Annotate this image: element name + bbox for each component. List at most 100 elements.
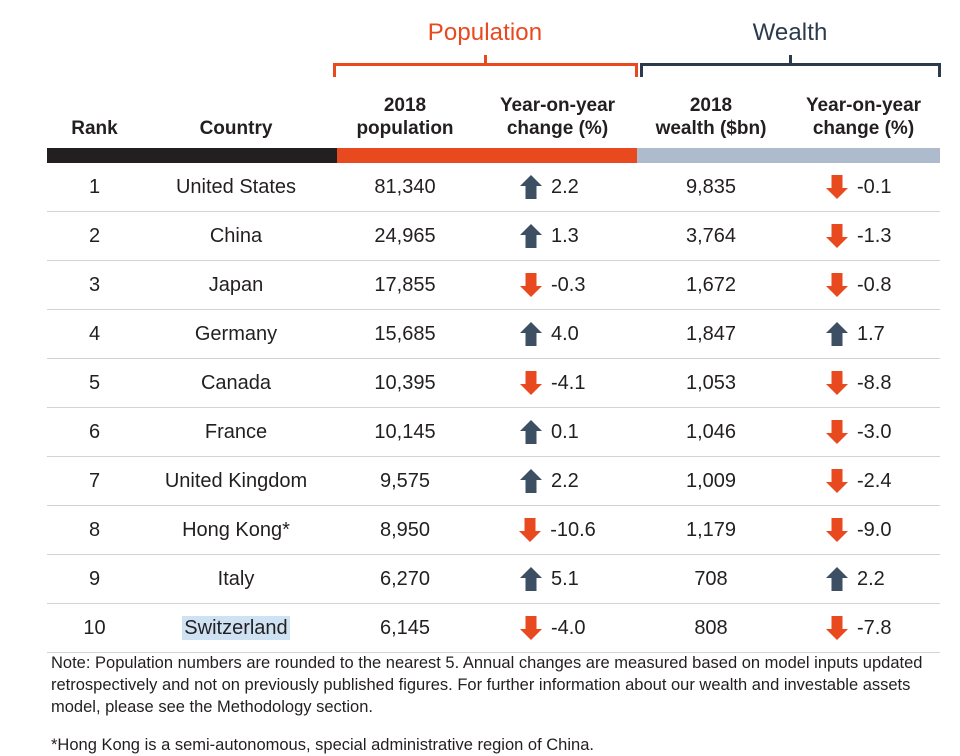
column-header-wealth-change: Year-on-year change (%) [787,94,940,142]
change-indicator-wealth: -9.0 [787,518,940,542]
table-row[interactable]: 9 Italy 6,270 5.1 708 2.2 [47,555,940,604]
change-value-wealth: -7.8 [857,617,892,639]
table-row[interactable]: 4 Germany 15,685 4.0 1,847 1.7 [47,310,940,359]
change-value-wealth: 1.7 [857,323,885,345]
table-row[interactable]: 3 Japan 17,855 -0.3 1,672 -0.8 [47,261,940,310]
cell-wealth-change: -0.1 [787,175,940,199]
arrow-up-icon [520,469,542,493]
column-header-country-line1: Country [199,118,273,139]
change-value-population: 1.3 [551,225,579,247]
change-indicator-wealth: -7.8 [787,616,940,640]
cell-population-change: 0.1 [480,420,635,444]
cell-population: 10,145 [374,421,436,443]
column-header-rank-line1: Rank [71,118,118,139]
cell-population: 8,950 [379,519,431,541]
cell-wealth: 808 [694,617,728,639]
change-value-wealth: -9.0 [857,519,892,541]
change-value-population: 2.2 [551,470,579,492]
bracket-tick-population [484,55,487,64]
cell-wealth: 1,046 [685,421,737,443]
cell-population: 6,270 [379,568,431,590]
table-row[interactable]: 1 United States 81,340 2.2 9,835 -0.1 [47,163,940,212]
cell-population-change: 5.1 [480,567,635,591]
change-value-population: 5.1 [551,568,579,590]
change-indicator-population: 0.1 [480,420,635,444]
arrow-down-icon [826,371,848,395]
column-header-population-change-line1: Year-on-year [499,95,616,116]
change-indicator-population: 2.2 [480,175,635,199]
arrow-down-icon [826,616,848,640]
cell-population-change: 2.2 [480,175,635,199]
color-bar-segment-population [337,148,637,163]
bracket-tick-wealth [789,55,792,64]
cell-rank: 4 [88,323,101,345]
cell-rank: 8 [88,519,101,541]
cell-country: China [142,224,330,248]
cell-population: 15,685 [374,323,436,345]
country-name: United States [175,176,297,198]
cell-wealth-change: -7.8 [787,616,940,640]
change-indicator-wealth: 1.7 [787,322,940,346]
table-row[interactable]: 8 Hong Kong* 8,950 -10.6 1,179 -9.0 [47,506,940,555]
arrow-up-icon [520,224,542,248]
change-indicator-wealth: -1.3 [787,224,940,248]
cell-rank: 6 [88,421,101,443]
table-row[interactable]: 6 France 10,145 0.1 1,046 -3.0 [47,408,940,457]
cell-wealth: 3,764 [685,225,737,247]
cell-population-change: 4.0 [480,322,635,346]
column-header-population-change: Year-on-year change (%) [480,94,635,142]
cell-population-change: -4.1 [480,371,635,395]
cell-wealth-change: -9.0 [787,518,940,542]
column-header-country: Country [142,117,330,142]
cell-country: Hong Kong* [142,518,330,542]
group-header-labels: Population Wealth [0,17,960,49]
change-indicator-wealth: -3.0 [787,420,940,444]
table-row[interactable]: 7 United Kingdom 9,575 2.2 1,009 -2.4 [47,457,940,506]
column-header-wealth-change-line1: Year-on-year [805,95,922,116]
change-value-wealth: -3.0 [857,421,892,443]
column-header-rank: Rank [47,117,142,142]
table-row[interactable]: 2 China 24,965 1.3 3,764 -1.3 [47,212,940,261]
arrow-down-icon [826,518,848,542]
column-header-wealth: 2018 wealth ($bn) [635,94,787,142]
column-header-population-line2: population [356,118,454,139]
change-indicator-population: 5.1 [480,567,635,591]
cell-country: Japan [142,273,330,297]
cell-population-change: 1.3 [480,224,635,248]
cell-population: 81,340 [374,176,436,198]
cell-country: Italy [142,567,330,591]
cell-wealth-change: 1.7 [787,322,940,346]
cell-wealth-change: -3.0 [787,420,940,444]
group-label-wealth: Wealth [752,19,828,46]
change-value-wealth: -2.4 [857,470,892,492]
country-name: Canada [200,372,272,394]
table-row[interactable]: 10 Switzerland 6,145 -4.0 808 -7.8 [47,604,940,653]
change-value-wealth: -0.1 [857,176,892,198]
cell-rank: 1 [88,176,101,198]
arrow-up-icon [826,567,848,591]
change-value-population: -4.1 [551,372,586,394]
arrow-up-icon [520,175,542,199]
bracket-population [333,63,638,77]
cell-rank: 2 [88,225,101,247]
cell-wealth: 9,835 [685,176,737,198]
country-name: Hong Kong* [182,519,290,541]
column-header-wealth-line2: wealth ($bn) [655,118,767,139]
cell-wealth: 1,009 [685,470,737,492]
color-bar-segment-identity [47,148,337,163]
arrow-down-icon [826,469,848,493]
column-header-population-change-line2: change (%) [506,118,609,139]
table-row[interactable]: 5 Canada 10,395 -4.1 1,053 -8.8 [47,359,940,408]
cell-rank: 3 [88,274,101,296]
cell-population-change: 2.2 [480,469,635,493]
column-header-population: 2018 population [330,94,480,142]
arrow-down-icon [519,518,542,542]
column-header-population-line1: 2018 [383,95,427,116]
cell-wealth: 708 [694,568,728,590]
cell-wealth: 1,672 [685,274,737,296]
change-indicator-wealth: -8.8 [787,371,940,395]
change-value-population: -4.0 [551,617,586,639]
cell-wealth: 1,847 [685,323,737,345]
country-name-selected[interactable]: Switzerland [182,616,290,640]
change-value-wealth: -0.8 [857,274,892,296]
